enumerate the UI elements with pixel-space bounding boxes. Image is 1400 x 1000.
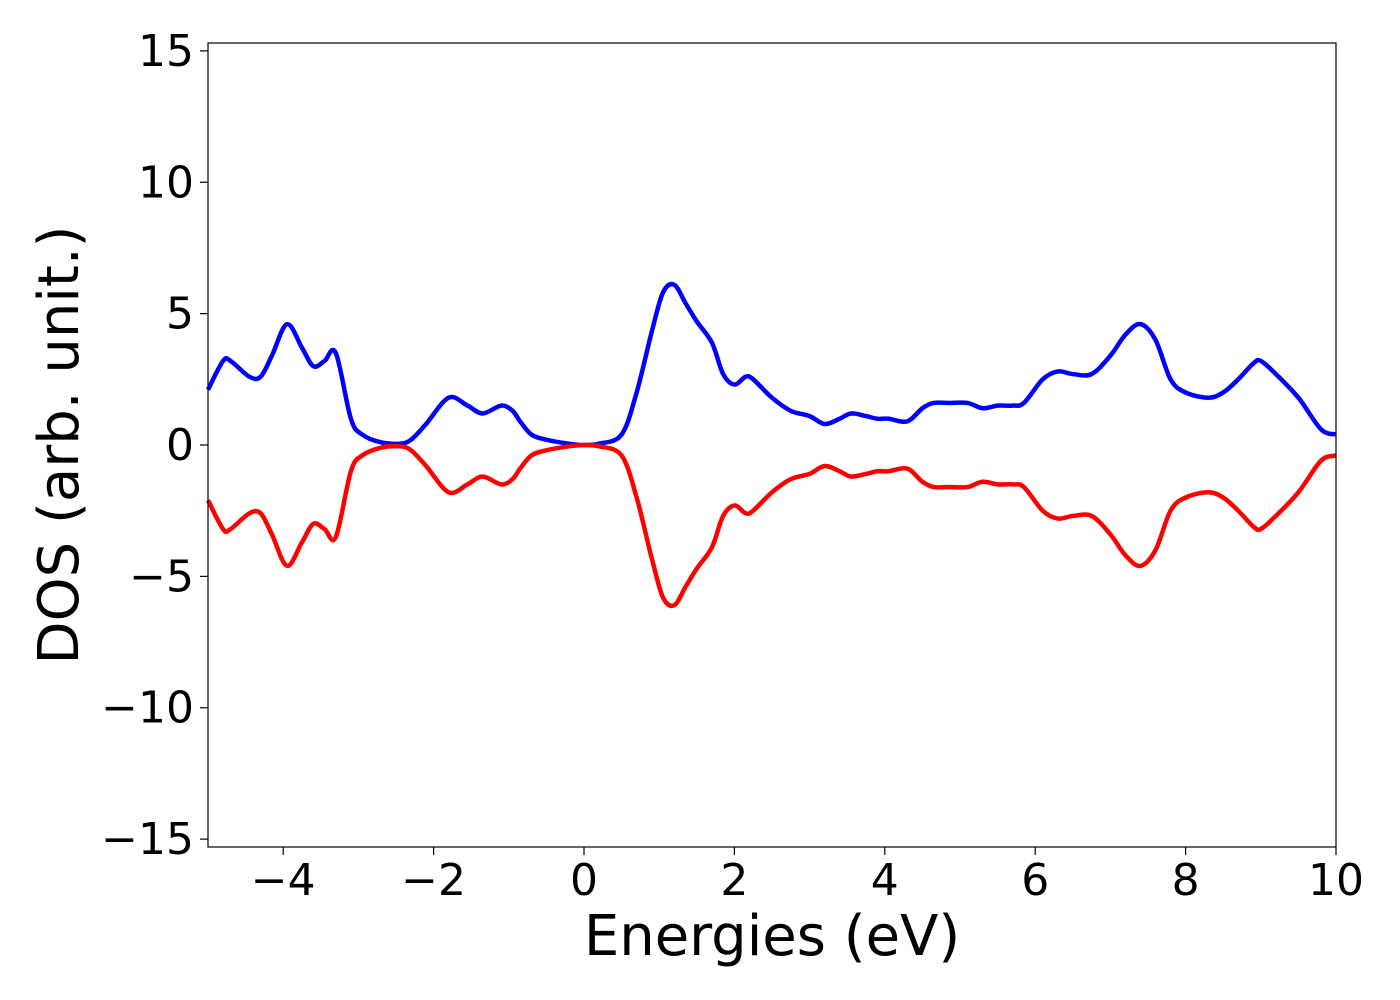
y-axis-ticks: 15 10 5 0 −5 −10 −15 <box>101 26 208 865</box>
y-tick-label: 0 <box>166 420 194 471</box>
y-tick-label: 15 <box>138 26 194 77</box>
x-tick-label: −2 <box>401 855 466 906</box>
plot-frame <box>207 42 1337 848</box>
x-axis-ticks: −4 −2 0 2 4 6 8 10 <box>251 847 1364 906</box>
series-layer <box>205 281 1337 609</box>
y-tick-label: −10 <box>101 683 194 734</box>
x-tick-label: 8 <box>1172 855 1200 906</box>
y-tick-label: −15 <box>101 814 194 865</box>
x-tick-label: 0 <box>570 855 598 906</box>
y-axis-label: DOS (arb. unit.) <box>27 225 92 664</box>
x-tick-label: 6 <box>1021 855 1049 906</box>
x-tick-label: −4 <box>251 855 316 906</box>
y-tick-label: 10 <box>138 157 194 208</box>
x-axis-label: Energies (eV) <box>584 904 960 969</box>
series-line-1 <box>205 281 1337 448</box>
series-line-2 <box>205 442 1337 609</box>
x-tick-label: 10 <box>1308 855 1364 906</box>
y-tick-label: −5 <box>129 551 194 602</box>
x-tick-label: 2 <box>720 855 748 906</box>
x-tick-label: 4 <box>871 855 899 906</box>
y-tick-label: 5 <box>166 289 194 340</box>
